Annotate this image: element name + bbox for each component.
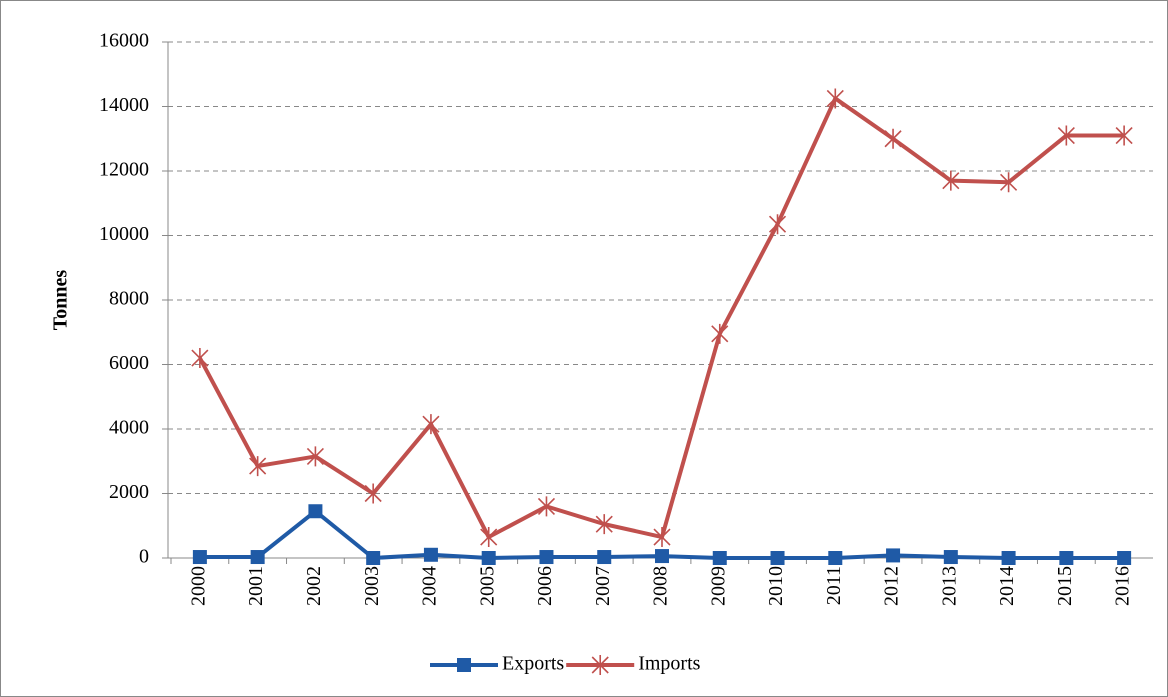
marker <box>481 551 496 565</box>
marker <box>457 658 471 672</box>
marker <box>306 446 324 467</box>
y-tick-label: 12000 <box>99 159 149 181</box>
marker <box>537 496 556 517</box>
marker <box>712 551 727 565</box>
x-tick-label: 2007 <box>592 566 614 606</box>
y-tick-label: 6000 <box>109 352 149 374</box>
marker <box>308 504 323 519</box>
marker <box>768 214 787 235</box>
marker <box>366 551 381 565</box>
y-tick-label: 16000 <box>99 30 149 52</box>
marker <box>364 483 382 504</box>
x-tick-label: 2012 <box>881 566 903 606</box>
marker <box>828 551 843 565</box>
marker <box>826 88 844 109</box>
marker <box>192 550 207 565</box>
marker <box>1115 125 1133 146</box>
x-tick-label: 2005 <box>476 566 498 606</box>
marker <box>539 550 554 565</box>
marker <box>655 549 669 564</box>
marker <box>711 323 729 344</box>
y-tick-label: 10000 <box>99 223 149 245</box>
y-tick-label: 14000 <box>99 94 149 116</box>
x-tick-label: 2008 <box>650 566 672 606</box>
marker <box>595 514 613 535</box>
x-tick-label: 2004 <box>419 566 441 606</box>
x-tick-label: 2009 <box>707 566 729 606</box>
marker <box>1000 172 1018 193</box>
marker <box>653 527 671 548</box>
x-tick-label: 2010 <box>765 566 787 606</box>
marker <box>886 548 901 563</box>
x-tick-label: 2015 <box>1054 566 1076 606</box>
marker <box>1059 551 1074 565</box>
x-tick-label: 2013 <box>938 566 960 606</box>
marker <box>942 170 960 191</box>
x-tick-label: 2014 <box>996 566 1018 606</box>
y-tick-label: 0 <box>139 546 149 568</box>
marker <box>591 655 609 675</box>
x-tick-label: 2003 <box>361 566 383 606</box>
marker <box>770 551 785 565</box>
marker <box>1117 551 1132 565</box>
marker <box>423 547 438 562</box>
marker <box>597 550 612 565</box>
marker <box>480 527 498 548</box>
x-tick-label: 2011 <box>823 566 845 605</box>
x-tick-label: 2000 <box>187 566 209 606</box>
marker <box>191 348 209 369</box>
marker <box>884 128 902 149</box>
y-axis-label: Tonnes <box>50 270 72 331</box>
legend-label: Imports <box>638 653 700 675</box>
marker <box>1001 551 1016 565</box>
marker <box>249 456 267 477</box>
y-tick-label: 2000 <box>109 481 149 503</box>
y-tick-label: 4000 <box>109 417 149 439</box>
marker <box>422 414 440 435</box>
x-tick-label: 2002 <box>303 566 325 606</box>
marker <box>1057 125 1075 146</box>
marker <box>250 550 265 565</box>
marker <box>943 550 958 565</box>
legend-label: Exports <box>502 653 564 675</box>
x-tick-label: 2006 <box>534 566 556 606</box>
x-tick-label: 2016 <box>1112 566 1134 606</box>
x-tick-label: 2001 <box>245 566 267 606</box>
y-tick-label: 8000 <box>109 288 149 310</box>
